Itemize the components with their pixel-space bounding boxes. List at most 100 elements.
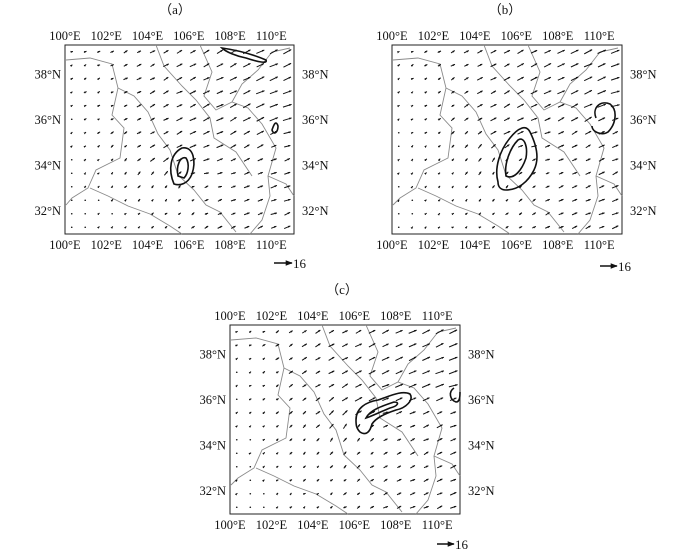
wind-vector <box>235 344 238 347</box>
wind-vector <box>110 104 114 108</box>
wind-vector <box>123 90 128 94</box>
wind-vector <box>176 117 183 122</box>
wind-vector <box>316 492 319 496</box>
lat-tick-label-right: 32°N <box>468 484 495 498</box>
wind-vector <box>124 158 128 162</box>
wind-vector <box>110 144 114 148</box>
wind-vector <box>421 383 431 388</box>
wind-vector <box>464 117 469 122</box>
wind-vector-dot <box>84 199 87 202</box>
wind-vector <box>271 198 277 202</box>
wind-vector <box>123 50 128 54</box>
wind-vector <box>177 212 182 216</box>
wind-vector <box>303 451 306 455</box>
wind-vector <box>598 157 605 162</box>
wind-vector <box>176 130 183 135</box>
wind-vector-dot <box>235 465 238 468</box>
wind-vector <box>544 117 551 122</box>
wind-vector-dot <box>70 185 73 188</box>
lon-tick-label-bottom: 102°E <box>91 238 123 252</box>
wind-vector <box>422 370 431 375</box>
wind-vector <box>410 226 414 230</box>
wind-vector <box>164 212 168 216</box>
wind-vector <box>216 49 224 54</box>
wind-vector <box>490 130 497 135</box>
wind-vector <box>176 63 183 68</box>
wind-vector <box>463 103 469 108</box>
lon-tick-label-top: 106°E <box>173 29 205 43</box>
wind-vector <box>530 117 538 121</box>
wind-vector <box>383 465 388 469</box>
wind-vector <box>451 226 455 229</box>
wind-vector <box>271 144 277 148</box>
wind-vector <box>275 343 280 347</box>
wind-vector <box>231 212 236 216</box>
wind-vector <box>464 130 469 135</box>
wind-vector <box>342 343 348 348</box>
wind-vector <box>530 131 538 135</box>
wind-vector <box>83 50 87 54</box>
panel-b-frame <box>391 44 623 235</box>
wind-vector <box>571 185 578 189</box>
panel-a-lat-ticks: 32°N 32°N 34°N 34°N 36°N 36°N 38°N 38°N <box>34 68 328 219</box>
wind-vector <box>397 77 400 81</box>
wind-vector <box>256 76 265 82</box>
wind-vector-dot <box>70 226 73 229</box>
wind-vector <box>248 452 252 455</box>
wind-vector <box>451 144 455 148</box>
wind-vector <box>423 424 430 429</box>
wind-vector <box>302 384 307 388</box>
wind-vector <box>408 383 417 388</box>
panel-c-lon-ticks: 100°E 100°E 102°E 102°E 104°E 104°E 106°E 106°E… <box>214 309 453 532</box>
wind-vector <box>203 117 210 122</box>
wind-vector <box>381 384 390 388</box>
wind-vector <box>597 90 607 95</box>
wind-vector <box>244 171 250 175</box>
wind-vector-dot <box>249 465 252 468</box>
wind-vector <box>437 118 441 121</box>
wind-vector <box>518 158 523 162</box>
wind-vector <box>203 76 210 81</box>
wind-vector <box>330 505 333 509</box>
wind-vector <box>341 357 349 361</box>
wind-vector <box>355 356 362 361</box>
wind-vector <box>248 344 252 347</box>
wind-vector <box>397 64 401 67</box>
wind-vector <box>435 342 444 348</box>
wind-vector <box>163 170 169 176</box>
wind-vector <box>262 438 266 442</box>
wind-vector-dot <box>249 506 252 509</box>
wind-vector <box>356 492 361 496</box>
wind-vector <box>572 158 578 162</box>
panel-a-reference-label: 16 <box>293 256 307 271</box>
wind-vector-dot <box>235 506 238 509</box>
wind-vector <box>518 171 523 175</box>
wind-vector <box>570 76 579 82</box>
wind-vector <box>123 131 128 135</box>
wind-vector <box>230 185 236 189</box>
wind-vector <box>262 330 266 334</box>
wind-vector <box>244 225 250 229</box>
wind-vector <box>382 411 389 414</box>
wind-vector <box>230 198 237 202</box>
wind-vector <box>571 225 578 230</box>
wind-vector <box>570 63 579 68</box>
wind-vector <box>163 117 169 121</box>
wind-vector <box>217 171 223 175</box>
wind-vector <box>424 64 428 67</box>
panel-b-reference-label: 16 <box>618 259 632 274</box>
wind-vector <box>478 171 482 176</box>
wind-vector-dot <box>84 226 87 229</box>
panel-a-frame <box>64 44 295 235</box>
wind-vector <box>424 118 428 121</box>
wind-vector <box>585 158 591 162</box>
wind-vector <box>451 185 454 189</box>
wind-vector <box>397 199 400 203</box>
wind-vector <box>283 76 292 82</box>
wind-vector <box>191 225 195 229</box>
wind-vector <box>437 158 441 162</box>
wind-vector <box>315 424 321 429</box>
panel-b-lat-ticks: 32°N 34°N 36°N 38°N <box>630 68 657 219</box>
wind-vector <box>288 383 294 388</box>
panel-a-vectors <box>69 49 292 230</box>
